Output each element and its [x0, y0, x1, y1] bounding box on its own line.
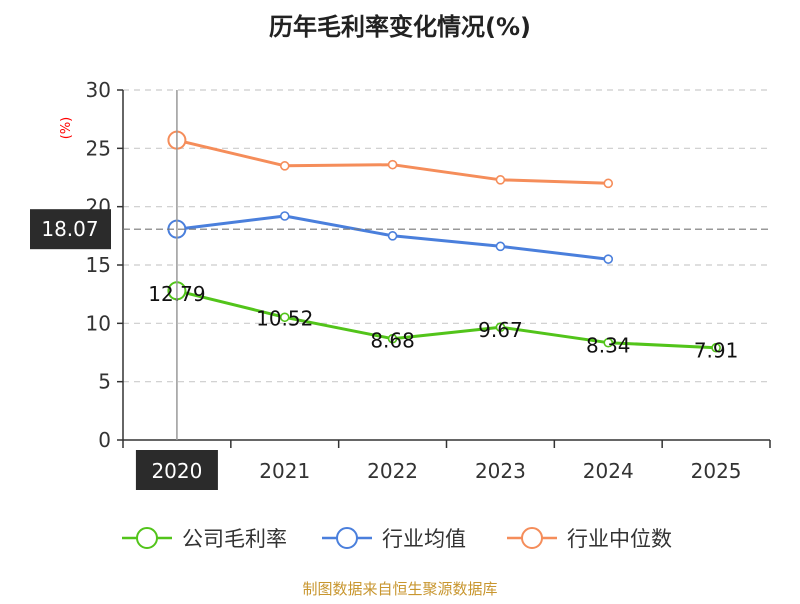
grid	[123, 89, 770, 383]
y-axis-unit: (%)	[59, 117, 74, 140]
legend-marker	[136, 527, 158, 549]
x-tick-label: 2022	[367, 459, 418, 483]
legend[interactable]: 公司毛利率 行业均值 行业中位数	[122, 527, 672, 551]
series-point[interactable]	[711, 342, 721, 353]
y-tick-label: 10	[86, 311, 111, 335]
data-label: 10.52	[256, 306, 313, 330]
crosshair: 18.07	[30, 90, 770, 440]
data-label: 8.34	[586, 334, 631, 358]
series-line-0	[176, 289, 717, 350]
x-axis-pointer-box	[135, 450, 218, 490]
x-tick-label: 2020	[151, 459, 202, 483]
series-point[interactable]	[603, 178, 614, 189]
data-label: 9.67	[478, 318, 523, 342]
data-label: 8.68	[370, 329, 415, 353]
y-axis-pointer-label: 18.07	[41, 217, 98, 241]
data-label: 7.91	[694, 339, 739, 363]
series-point[interactable]	[387, 159, 398, 170]
y-tick-label: 0	[98, 428, 111, 452]
chart-title: 历年毛利率变化情况(%)	[269, 13, 531, 41]
legend-label[interactable]: 行业中位数	[567, 527, 672, 551]
legend-label[interactable]: 公司毛利率	[182, 527, 287, 551]
x-tick-label: 2025	[691, 459, 742, 483]
series-point[interactable]	[279, 211, 290, 221]
legend-marker	[336, 527, 358, 549]
series-point[interactable]	[279, 161, 290, 171]
series-point[interactable]	[603, 337, 614, 348]
series-point[interactable]	[603, 254, 614, 264]
legend-marker	[521, 527, 543, 549]
series-point[interactable]	[279, 312, 290, 323]
series-layer	[167, 130, 721, 353]
legend-label[interactable]: 行业均值	[382, 527, 466, 551]
y-tick-label: 25	[86, 136, 111, 160]
y-axis-pointer-box	[30, 209, 111, 250]
y-tick-label: 5	[98, 370, 111, 394]
x-tick-label: 2024	[583, 459, 634, 483]
series-point[interactable]	[495, 175, 506, 185]
x-tick-label: 2021	[259, 459, 310, 483]
x-tick-label: 2023	[475, 459, 526, 483]
series-point[interactable]	[387, 231, 398, 241]
source-note: 制图数据来自恒生聚源数据库	[302, 580, 497, 598]
series-point[interactable]	[495, 241, 506, 252]
series-point[interactable]	[387, 333, 398, 344]
series-point[interactable]	[495, 322, 506, 332]
y-tick-label: 30	[86, 78, 111, 102]
y-tick-label: 15	[86, 253, 111, 277]
